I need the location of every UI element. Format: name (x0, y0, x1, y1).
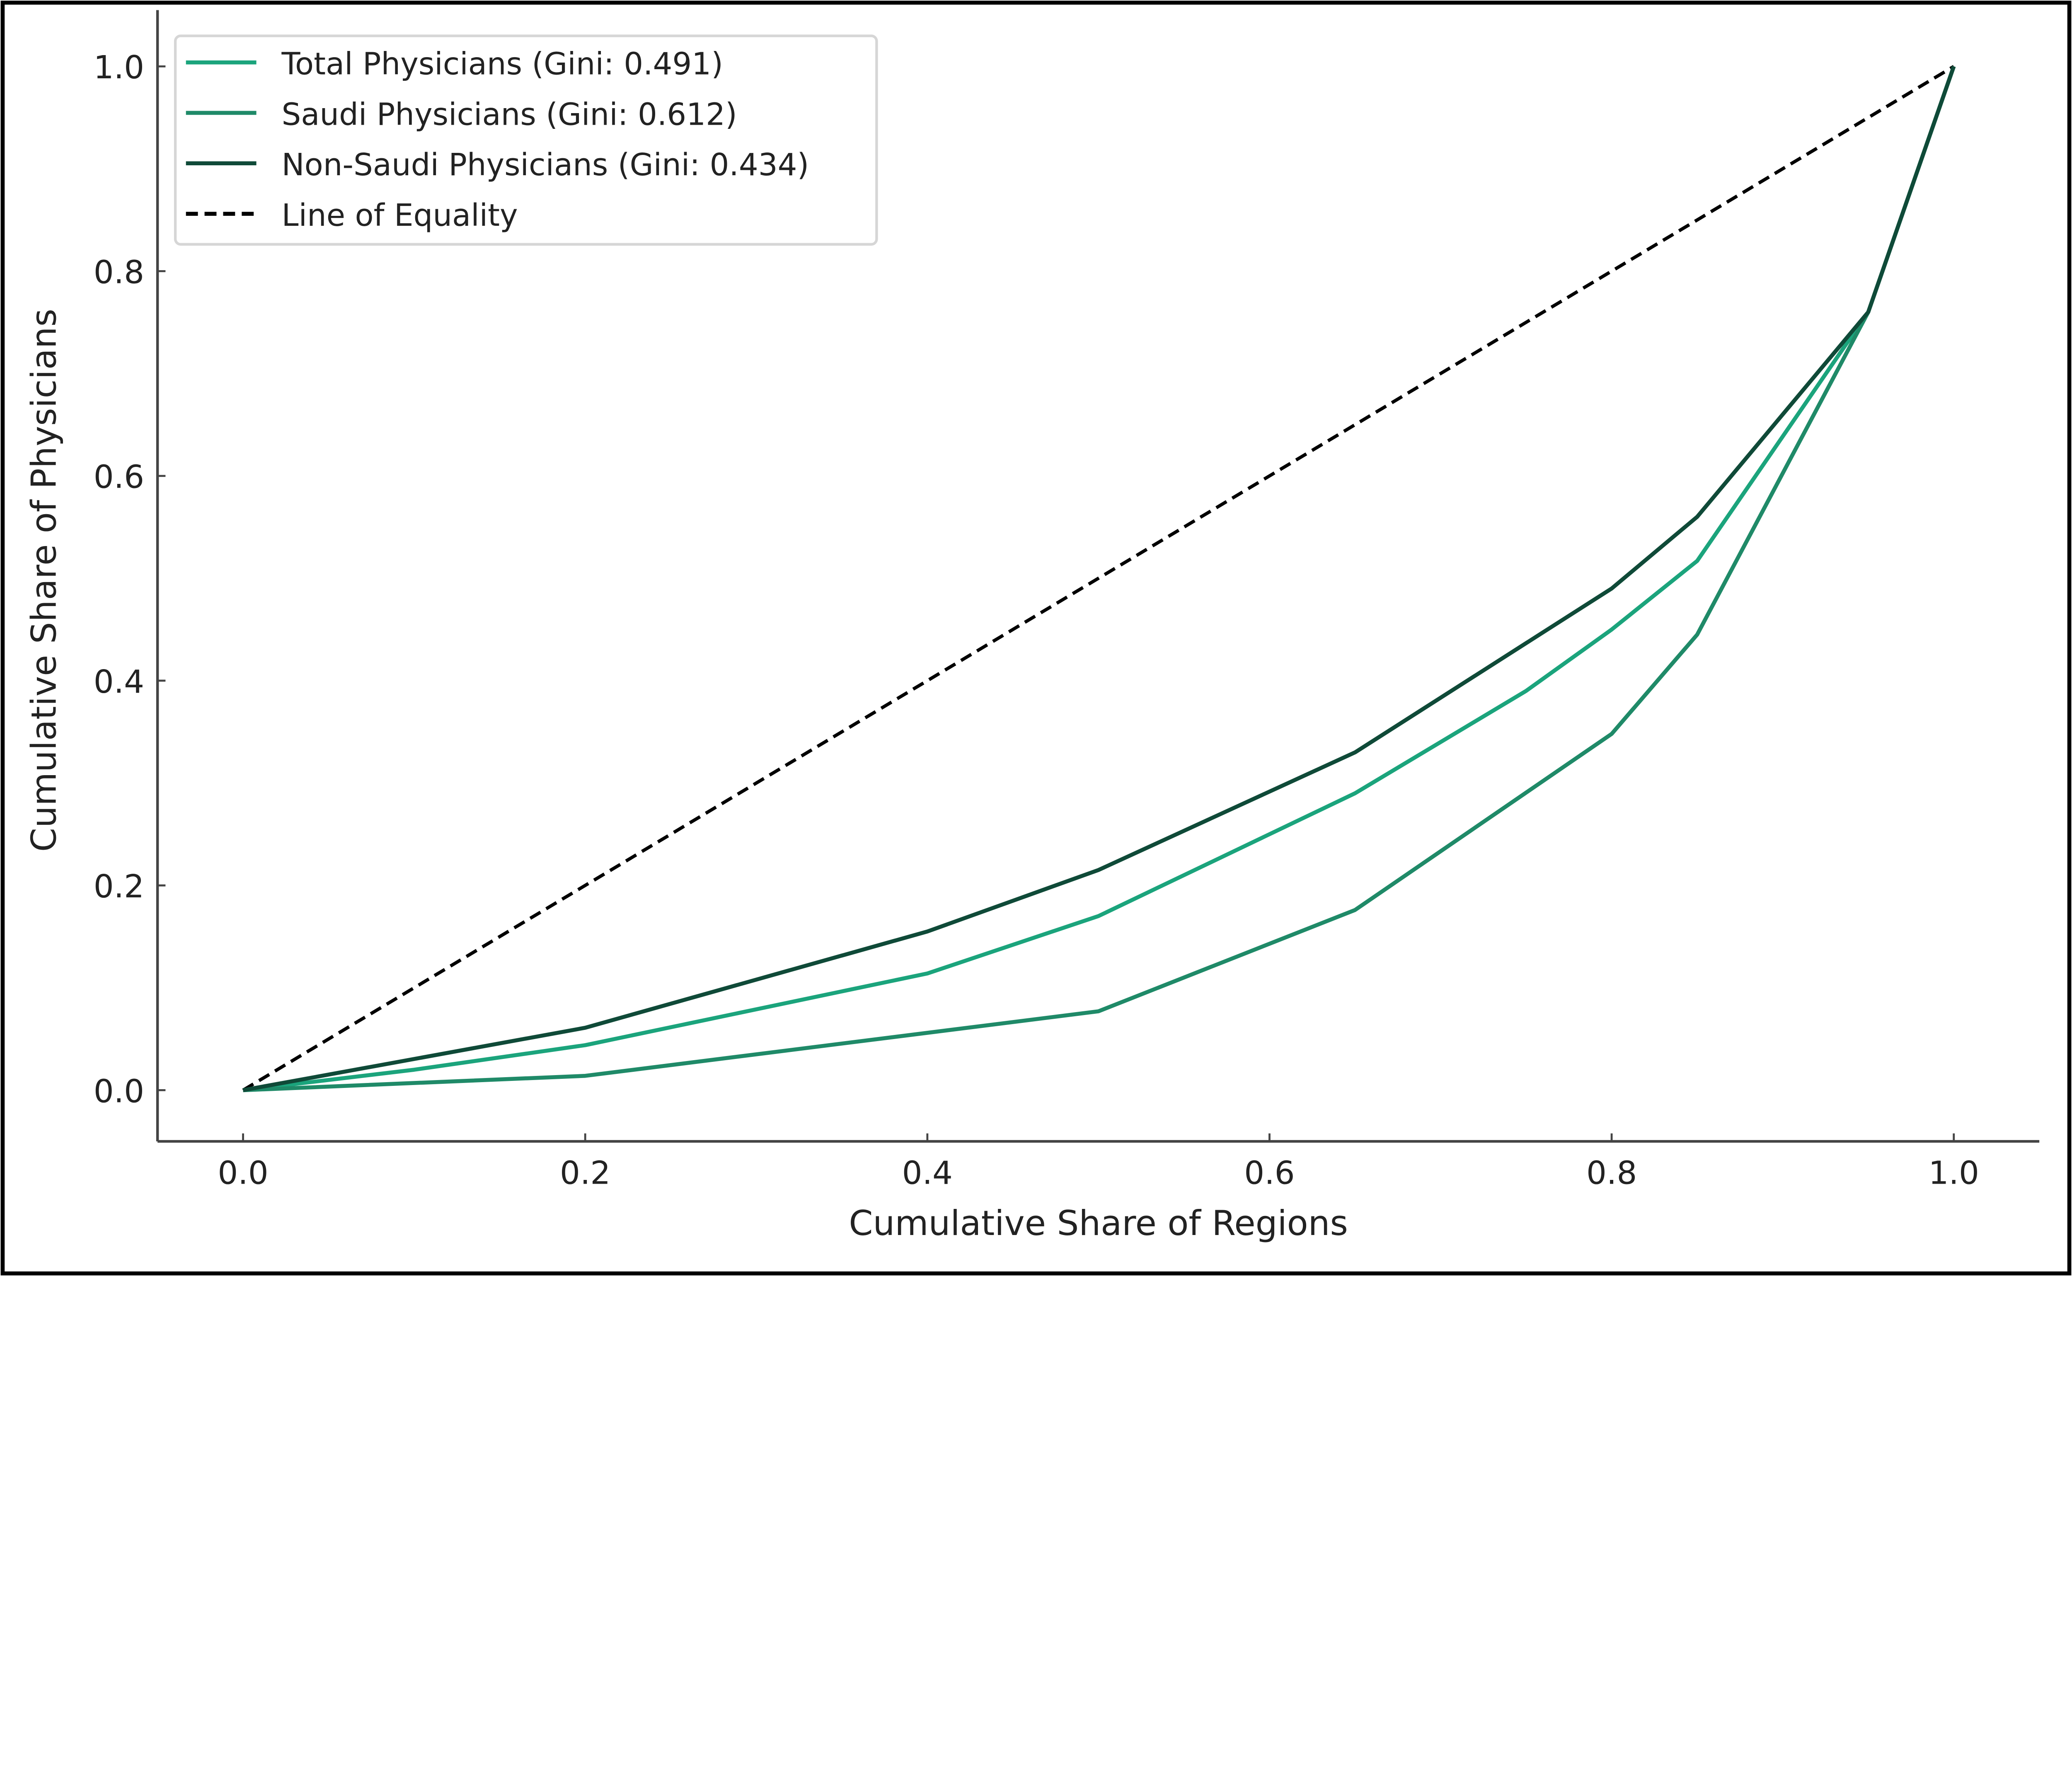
axes: 0.0 0.2 0.4 0.6 0.8 1.0 0.0 0.2 0.4 0.6 0.8 1.0 (94, 10, 2040, 1192)
legend-label: Line of Equality (281, 198, 518, 233)
lorenz-curve-chart: 0.0 0.2 0.4 0.6 0.8 1.0 0.0 0.2 0.4 0.6 0.8 1.0 Tot… (0, 0, 2072, 1276)
x-tick-label: 0.6 (1244, 1155, 1295, 1192)
y-tick-label: 0.4 (94, 664, 144, 701)
legend: Total Physicians (Gini: 0.491) Saudi Phys… (174, 34, 878, 246)
legend-label: Non-Saudi Physicians (Gini: 0.434) (281, 147, 809, 183)
series-line-equality (242, 65, 1955, 1092)
x-tick-label: 0.0 (218, 1155, 268, 1192)
x-tick-label: 0.8 (1586, 1155, 1637, 1192)
legend-box (174, 34, 878, 246)
series-line-total (242, 65, 1956, 1092)
x-axis-label: Cumulative Share of Regions (849, 1203, 1348, 1243)
legend-label: Saudi Physicians (Gini: 0.612) (281, 97, 737, 132)
y-tick-label: 0.2 (94, 868, 144, 905)
y-tick-label: 0.6 (94, 459, 144, 496)
y-tick-label: 1.0 (94, 49, 144, 86)
series-lines (242, 65, 1956, 1092)
y-tick-label: 0.0 (94, 1073, 144, 1110)
x-tick-label: 0.2 (560, 1155, 610, 1192)
series-line-non-saudi (242, 65, 1956, 1092)
legend-label: Total Physicians (Gini: 0.491) (281, 46, 723, 82)
y-axis-label: Cumulative Share of Physicians (24, 309, 64, 852)
x-tick-label: 0.4 (902, 1155, 953, 1192)
y-tick-label: 0.8 (94, 254, 144, 291)
series-line-saudi (243, 65, 1956, 1092)
x-tick-label: 1.0 (1929, 1155, 1979, 1192)
